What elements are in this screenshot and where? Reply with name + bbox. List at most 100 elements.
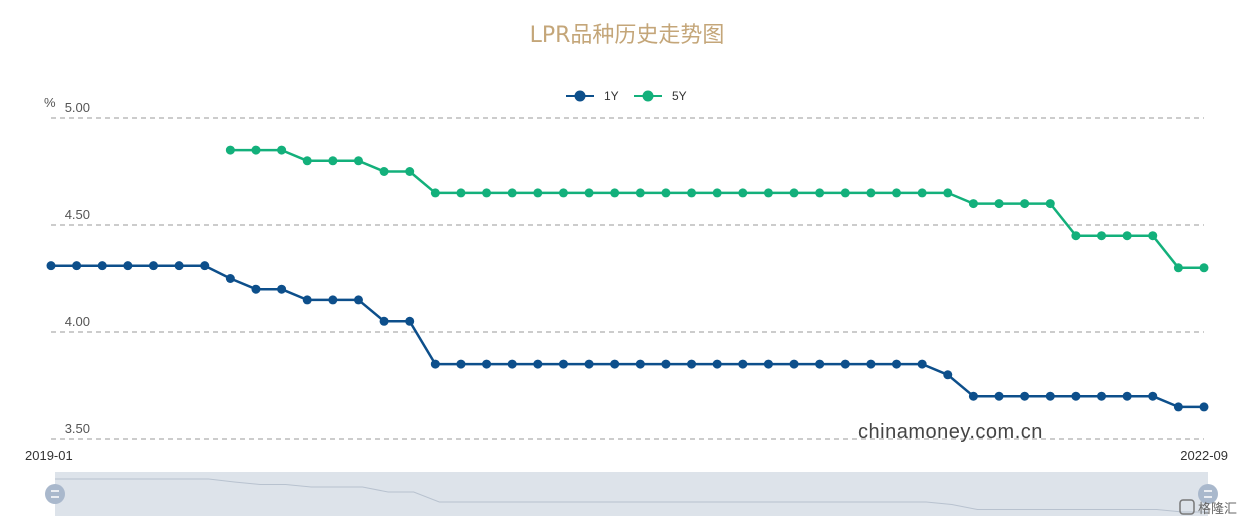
data-point-5Y[interactable] — [482, 188, 492, 198]
slider-right-handle-knob[interactable] — [1198, 484, 1218, 504]
data-point-1Y[interactable] — [533, 359, 543, 369]
data-point-5Y[interactable] — [1045, 199, 1055, 209]
data-point-5Y[interactable] — [251, 145, 261, 155]
data-point-1Y[interactable] — [251, 284, 261, 294]
data-point-1Y[interactable] — [148, 261, 158, 271]
data-point-5Y[interactable] — [558, 188, 568, 198]
data-point-1Y[interactable] — [174, 261, 184, 271]
data-point-1Y[interactable] — [277, 284, 287, 294]
data-point-5Y[interactable] — [302, 156, 312, 166]
data-point-1Y[interactable] — [482, 359, 492, 369]
data-point-1Y[interactable] — [917, 359, 927, 369]
data-point-1Y[interactable] — [225, 274, 235, 283]
data-point-1Y[interactable] — [1071, 391, 1081, 401]
data-point-5Y[interactable] — [687, 188, 697, 198]
data-point-5Y[interactable] — [763, 188, 773, 198]
data-point-1Y[interactable] — [968, 391, 978, 401]
data-point-5Y[interactable] — [917, 188, 927, 198]
series-line-5Y — [230, 148, 1204, 270]
data-point-5Y[interactable] — [943, 188, 953, 198]
data-point-5Y[interactable] — [840, 188, 850, 198]
data-point-1Y[interactable] — [1199, 402, 1209, 412]
data-point-1Y[interactable] — [200, 261, 210, 271]
data-point-1Y[interactable] — [430, 359, 440, 369]
data-point-5Y[interactable] — [635, 188, 645, 198]
data-point-1Y[interactable] — [687, 359, 697, 369]
data-point-1Y[interactable] — [661, 359, 671, 369]
data-point-1Y[interactable] — [507, 359, 517, 369]
data-point-1Y[interactable] — [610, 359, 620, 369]
data-point-1Y[interactable] — [379, 316, 389, 326]
data-point-5Y[interactable] — [353, 156, 363, 166]
data-point-5Y[interactable] — [277, 145, 287, 155]
data-point-5Y[interactable] — [866, 188, 876, 198]
data-point-5Y[interactable] — [430, 188, 440, 198]
data-point-1Y[interactable] — [1045, 391, 1055, 401]
data-point-1Y[interactable] — [738, 359, 748, 369]
data-point-1Y[interactable] — [763, 359, 773, 369]
data-point-1Y[interactable] — [123, 261, 133, 271]
legend-marker-1Y — [574, 90, 586, 102]
data-point-5Y[interactable] — [815, 188, 825, 198]
slider-left-handle-knob[interactable] — [45, 484, 65, 504]
data-point-5Y[interactable] — [738, 188, 748, 198]
data-point-1Y[interactable] — [97, 261, 107, 271]
data-point-1Y[interactable] — [789, 359, 799, 369]
data-point-1Y[interactable] — [1097, 391, 1107, 401]
data-point-1Y[interactable] — [840, 359, 850, 369]
data-point-1Y[interactable] — [302, 295, 312, 305]
data-point-1Y[interactable] — [994, 391, 1004, 401]
data-zoom-slider[interactable] — [45, 472, 1218, 516]
slider-left-handle[interactable] — [45, 484, 65, 504]
data-point-5Y[interactable] — [1173, 263, 1183, 273]
data-point-5Y[interactable] — [610, 188, 620, 198]
chart-title: LPR品种历史走势图 — [530, 23, 725, 48]
data-point-5Y[interactable] — [1122, 231, 1132, 241]
data-point-5Y[interactable] — [225, 145, 235, 155]
y-tick-label: 5.00 — [65, 100, 90, 115]
data-point-1Y[interactable] — [405, 316, 415, 326]
data-point-1Y[interactable] — [1020, 391, 1030, 401]
legend[interactable]: 1Y 5Y — [566, 89, 687, 103]
data-point-5Y[interactable] — [1199, 263, 1209, 273]
data-point-1Y[interactable] — [72, 261, 82, 271]
data-point-1Y[interactable] — [584, 359, 594, 369]
data-point-5Y[interactable] — [1071, 231, 1081, 241]
y-axis-unit-label: % — [44, 95, 56, 110]
data-point-1Y[interactable] — [635, 359, 645, 369]
data-point-1Y[interactable] — [892, 359, 902, 369]
data-point-1Y[interactable] — [353, 295, 363, 305]
data-point-1Y[interactable] — [1148, 391, 1158, 401]
data-point-1Y[interactable] — [712, 359, 722, 369]
data-point-1Y[interactable] — [456, 359, 466, 369]
data-point-1Y[interactable] — [558, 359, 568, 369]
data-point-5Y[interactable] — [712, 188, 722, 198]
data-point-5Y[interactable] — [328, 156, 338, 166]
slider-right-handle[interactable] — [1198, 484, 1218, 504]
data-point-5Y[interactable] — [533, 188, 543, 198]
data-point-1Y[interactable] — [1173, 402, 1183, 412]
data-point-1Y[interactable] — [815, 359, 825, 369]
data-point-1Y[interactable] — [943, 370, 953, 380]
data-point-5Y[interactable] — [892, 188, 902, 198]
slider-track[interactable] — [55, 472, 1208, 516]
data-point-5Y[interactable] — [1097, 231, 1107, 241]
data-point-5Y[interactable] — [379, 167, 389, 176]
data-point-5Y[interactable] — [789, 188, 799, 198]
data-point-1Y[interactable] — [1122, 391, 1132, 401]
legend-item-1Y[interactable]: 1Y — [566, 89, 619, 103]
legend-item-5Y[interactable]: 5Y — [634, 89, 687, 103]
data-point-1Y[interactable] — [46, 261, 56, 271]
data-point-1Y[interactable] — [866, 359, 876, 369]
data-point-5Y[interactable] — [1020, 199, 1030, 209]
data-point-5Y[interactable] — [1148, 231, 1158, 241]
data-point-5Y[interactable] — [456, 188, 466, 198]
y-tick-label: 4.50 — [65, 207, 90, 222]
data-point-5Y[interactable] — [994, 199, 1004, 209]
data-point-5Y[interactable] — [661, 188, 671, 198]
data-point-1Y[interactable] — [328, 295, 338, 305]
data-point-5Y[interactable] — [584, 188, 594, 198]
data-point-5Y[interactable] — [405, 167, 415, 176]
data-point-5Y[interactable] — [968, 199, 978, 209]
data-point-5Y[interactable] — [507, 188, 517, 198]
